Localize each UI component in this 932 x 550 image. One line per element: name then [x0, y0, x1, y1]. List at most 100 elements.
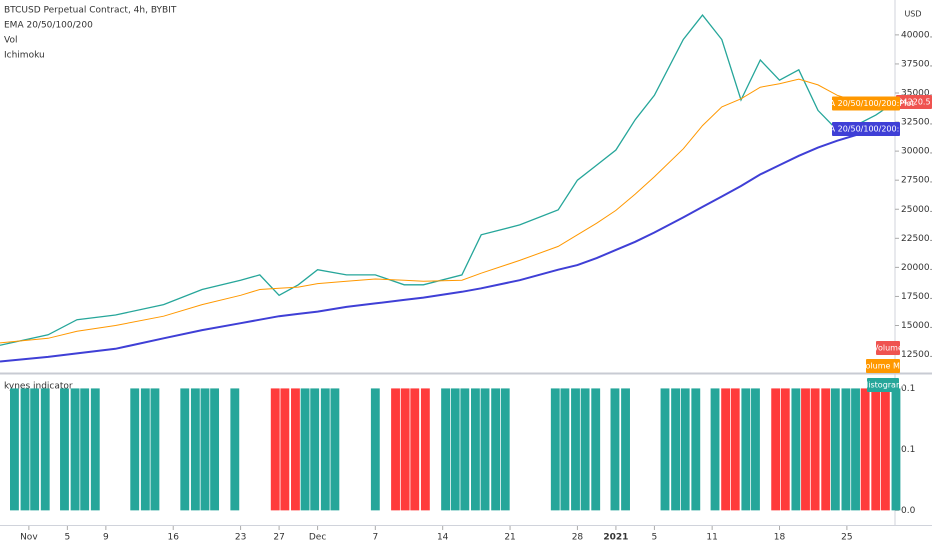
y-tick-label: 22500.0 — [901, 234, 932, 244]
last-price-tag: 34220.5 — [897, 98, 930, 107]
x-tick-label: 5 — [64, 533, 70, 543]
y-tick-label: 20000.0 — [901, 263, 932, 273]
y-tick-label: 25000.0 — [901, 205, 932, 215]
histogram-bar — [771, 388, 781, 511]
histogram-bar — [851, 388, 860, 511]
indicator-label: Ichimoku — [4, 51, 45, 61]
y-tick-label: 12500.0 — [901, 350, 932, 360]
histogram-bar — [330, 388, 340, 511]
x-tick-label: Dec — [309, 533, 326, 543]
histogram-bar — [860, 388, 870, 511]
histogram-bar — [400, 388, 410, 511]
histogram-bar — [710, 388, 720, 511]
histogram-bar — [680, 388, 690, 511]
histogram-bar — [270, 388, 280, 511]
x-tick-label: 9 — [103, 533, 109, 543]
currency-label: USD — [904, 10, 921, 19]
x-tick-label: 25 — [841, 533, 852, 543]
last-price-tag-box — [896, 95, 932, 110]
histogram-bar — [90, 388, 100, 511]
histogram-bar — [450, 388, 460, 511]
histogram-bar — [730, 388, 740, 511]
ema-tag-box — [832, 96, 900, 111]
histogram-bar — [200, 388, 210, 511]
histogram-bar — [190, 388, 200, 511]
histogram-bar — [60, 388, 69, 511]
histogram-bar — [280, 388, 290, 511]
histogram-bar — [550, 388, 560, 511]
histogram-bar — [130, 388, 140, 511]
histogram-bar — [871, 388, 881, 511]
ema-tag: EMA 20/50/100/200:Plot — [818, 125, 915, 134]
x-tick-label: 5 — [652, 533, 658, 543]
histogram-bar — [841, 388, 851, 511]
x-tick-label: Nov — [20, 533, 38, 543]
x-tick-label: 18 — [774, 533, 786, 543]
histogram-bar — [801, 388, 810, 511]
x-tick-label: 28 — [572, 533, 584, 543]
x-tick-label: 21 — [504, 533, 515, 543]
ema-tag-box — [832, 122, 900, 137]
histogram-bar — [370, 388, 380, 511]
volume-ma-tag: Volume MA — [861, 362, 906, 371]
histogram-bar — [391, 388, 400, 511]
series-line — [0, 78, 896, 344]
histogram-bar — [721, 388, 731, 511]
histogram-bar — [441, 388, 451, 511]
histogram-bar — [560, 388, 570, 511]
histogram-bar — [150, 388, 160, 511]
histogram-bar — [691, 388, 701, 511]
y-tick-label: 30000.0 — [901, 147, 932, 157]
histogram-bar — [891, 388, 901, 511]
y-tick-label: 0.1 — [901, 384, 915, 394]
histogram-bar — [410, 388, 420, 511]
histogram-bar — [830, 388, 840, 511]
pane-title: kynes indicator — [4, 382, 73, 392]
legend-tag: Histogram — [862, 381, 904, 390]
indicator-label: Vol — [4, 36, 17, 46]
histogram-bar — [821, 388, 831, 511]
histogram-bar — [291, 388, 300, 511]
x-tick-label: 16 — [167, 533, 179, 543]
histogram-bar — [780, 388, 790, 511]
x-tick-label: 11 — [706, 533, 717, 543]
histogram-bar — [791, 388, 801, 511]
y-tick-label: 40000.0 — [901, 30, 932, 40]
histogram-bar — [300, 388, 310, 511]
legend-tag-box — [867, 378, 899, 392]
histogram-bar — [420, 388, 430, 511]
histogram-bar — [660, 388, 670, 511]
y-tick-label: 35000.0 — [901, 89, 932, 99]
histogram-bar — [230, 388, 240, 511]
volume-tag-box — [876, 341, 900, 355]
histogram-bar — [310, 388, 320, 511]
x-tick-label: 2021 — [603, 533, 628, 543]
y-tick-label: 0.0 — [901, 506, 916, 516]
ema-tag: EMA 20/50/100/200:Plot — [818, 99, 915, 108]
histogram-bar — [460, 388, 470, 511]
x-tick-label: 27 — [273, 533, 284, 543]
indicator-label: EMA 20/50/100/200 — [4, 21, 93, 31]
histogram-bar — [470, 388, 480, 511]
x-tick-label: 7 — [372, 533, 378, 543]
histogram-bar — [491, 388, 501, 511]
histogram-bar — [610, 388, 620, 511]
histogram-bar — [40, 388, 50, 511]
chart-title: BTCUSD Perpetual Contract, 4h, BYBIT — [4, 6, 177, 16]
y-tick-label: 0.1 — [901, 445, 915, 455]
histogram-bar — [571, 388, 580, 511]
histogram-bar — [741, 388, 751, 511]
y-tick-label: 27500.0 — [901, 176, 932, 186]
y-tick-label: 17500.0 — [901, 292, 932, 302]
histogram-bar — [20, 388, 30, 511]
series-line — [0, 14, 896, 346]
histogram-bar — [140, 388, 150, 511]
y-tick-label: 15000.0 — [901, 321, 932, 331]
histogram-bar — [480, 388, 490, 511]
histogram-bar — [10, 388, 19, 511]
x-tick-label: 23 — [235, 533, 246, 543]
volume-ma-tag-box — [866, 359, 900, 373]
histogram-bar — [180, 388, 190, 511]
histogram-bar — [500, 388, 510, 511]
